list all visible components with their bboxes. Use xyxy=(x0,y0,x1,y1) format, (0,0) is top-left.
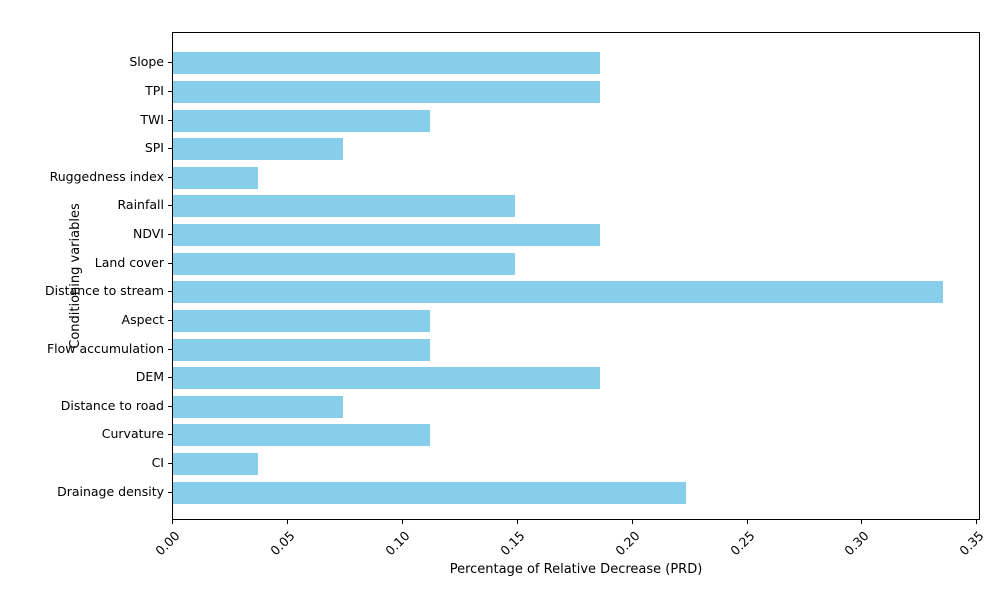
y-tick-mark xyxy=(168,320,172,321)
bar xyxy=(173,424,431,447)
x-tick-mark xyxy=(402,520,403,524)
y-tick-label: Drainage density xyxy=(57,483,164,499)
bar xyxy=(173,395,344,418)
x-tick-mark xyxy=(747,520,748,524)
bar xyxy=(173,281,943,304)
y-tick-mark xyxy=(168,263,172,264)
y-tick-mark xyxy=(168,205,172,206)
y-tick-label: Distance to road xyxy=(60,397,164,413)
x-tick-label: 0.15 xyxy=(497,528,528,559)
bar-row xyxy=(173,335,979,364)
y-tick-mark xyxy=(168,148,172,149)
x-axis-label: Percentage of Relative Decrease (PRD) xyxy=(449,562,703,577)
bar-row xyxy=(173,450,979,479)
bar xyxy=(173,80,601,103)
bar-row xyxy=(173,249,979,278)
x-tick-mark xyxy=(287,520,288,524)
x-tick-label: 0.10 xyxy=(382,528,413,559)
y-tick-label: Aspect xyxy=(121,311,164,327)
x-tick-label: 0.05 xyxy=(267,528,298,559)
y-tick-mark xyxy=(168,434,172,435)
x-tick-mark xyxy=(632,520,633,524)
y-tick-label: DEM xyxy=(135,369,164,385)
bar-row xyxy=(173,421,979,450)
bar-row xyxy=(173,192,979,221)
bar xyxy=(173,224,601,247)
bar xyxy=(173,367,601,390)
bar-row xyxy=(173,278,979,307)
y-tick-mark xyxy=(168,291,172,292)
bar xyxy=(173,166,258,189)
bar-row xyxy=(173,364,979,393)
y-tick-label: Flow accumulation xyxy=(46,340,164,356)
bar xyxy=(173,109,431,132)
bar xyxy=(173,309,431,332)
y-tick-label: Ruggedness index xyxy=(49,168,164,184)
bar-row xyxy=(173,221,979,250)
x-tick-label: 0.25 xyxy=(726,528,758,559)
y-tick-mark xyxy=(168,120,172,121)
y-tick-mark xyxy=(168,62,172,63)
y-tick-mark xyxy=(168,377,172,378)
x-tick-label: 0.00 xyxy=(152,528,183,559)
y-tick-mark xyxy=(168,349,172,350)
y-tick-label: CI xyxy=(151,455,164,471)
bar-row xyxy=(173,106,979,135)
x-tick-mark xyxy=(172,520,173,524)
bar-row xyxy=(173,135,979,164)
x-tick-label: 0.30 xyxy=(841,528,873,559)
bar xyxy=(173,195,516,218)
y-tick-label: Land cover xyxy=(94,254,164,270)
x-tick-mark xyxy=(861,520,862,524)
x-tick-mark xyxy=(976,520,977,524)
x-tick-label: 0.20 xyxy=(611,528,643,559)
bar-row xyxy=(173,164,979,193)
bar xyxy=(173,338,431,361)
bar xyxy=(173,481,686,504)
y-tick-label: Distance to stream xyxy=(45,283,164,299)
bar xyxy=(173,252,516,275)
plot-area xyxy=(172,32,980,520)
y-tick-label: TPI xyxy=(145,82,164,98)
y-tick-mark xyxy=(168,177,172,178)
x-tick-mark xyxy=(517,520,518,524)
bar xyxy=(173,138,344,161)
bar-row xyxy=(173,307,979,336)
y-tick-mark xyxy=(168,492,172,493)
bar xyxy=(173,453,258,476)
bar-row xyxy=(173,78,979,107)
bar xyxy=(173,52,601,75)
y-tick-label: SPI xyxy=(144,140,164,156)
bar-row xyxy=(173,49,979,78)
y-tick-mark xyxy=(168,406,172,407)
bar-row xyxy=(173,393,979,422)
y-tick-label: NDVI xyxy=(133,226,164,242)
y-tick-mark xyxy=(168,234,172,235)
bars-container xyxy=(173,49,979,507)
y-tick-label: Curvature xyxy=(101,426,164,442)
x-tick-label: 0.35 xyxy=(956,528,987,559)
y-tick-mark xyxy=(168,463,172,464)
bar-row xyxy=(173,478,979,507)
y-tick-label: Rainfall xyxy=(117,197,164,213)
y-tick-label: TWI xyxy=(140,111,164,127)
y-tick-label: Slope xyxy=(129,54,164,70)
y-tick-mark xyxy=(168,91,172,92)
